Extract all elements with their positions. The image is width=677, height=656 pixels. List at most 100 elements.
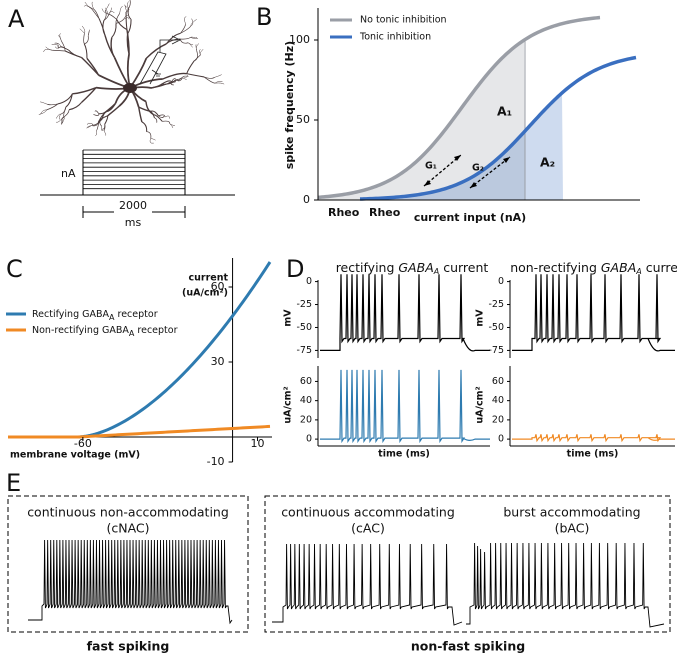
y-axis-label: uA/cm²: [475, 386, 486, 423]
y-tick-label: 60: [211, 280, 225, 293]
y-tick-label: -50: [296, 322, 312, 333]
dendrite: [68, 101, 83, 111]
dendrite: [83, 33, 85, 45]
dendrite: [101, 124, 106, 130]
arrowhead: [454, 155, 461, 161]
line: [423, 154, 462, 187]
dendrite: [39, 101, 48, 105]
y-axis-label: (uA/cm²): [182, 288, 228, 299]
dendrite: [82, 25, 86, 34]
dendrite: [81, 56, 100, 76]
dendrite: [87, 30, 90, 36]
dendrite: [55, 46, 61, 49]
dendrite: [46, 103, 59, 111]
text-part: Rectifying: [32, 309, 82, 320]
y-tick-label: -25: [296, 299, 312, 310]
annotation: A₁: [497, 104, 512, 119]
group-box: [7, 495, 249, 633]
dendrite: [150, 110, 159, 117]
dendrite: [43, 48, 53, 53]
subscript: A: [129, 329, 135, 338]
dendrite: [115, 18, 125, 24]
dendrite: [87, 122, 93, 125]
dendrite: [60, 106, 67, 115]
text-part: receptor: [134, 325, 177, 336]
dendrite: [171, 79, 178, 83]
y-tick-label: 0: [306, 276, 312, 287]
dendrite: [52, 49, 66, 52]
curve-nonrectifying: [8, 424, 271, 439]
panel-letter: B: [256, 3, 272, 31]
dendrite: [187, 42, 193, 48]
y-axis-label: mV: [475, 309, 486, 327]
dendrite: [105, 3, 110, 11]
subscript: A: [635, 267, 641, 276]
y-tick-label: 40: [492, 395, 504, 406]
dendrite: [199, 48, 204, 56]
x-tick-label: 10: [251, 437, 265, 450]
dendrite: [150, 82, 164, 89]
dendrite: [111, 23, 117, 38]
text-part: Non-rectifying: [32, 325, 102, 336]
etype-name: burst accommodating: [503, 505, 640, 520]
dendrite: [116, 19, 128, 31]
dendrite: [110, 37, 116, 59]
dendrite: [72, 87, 97, 95]
etype-abbr: (cAC): [351, 521, 385, 536]
dendrite: [86, 57, 100, 76]
etype-name: continuous accommodating: [281, 505, 455, 520]
text-part: current: [642, 260, 677, 275]
area-a1: [318, 40, 525, 200]
y-axis-label: spike frequency (Hz): [283, 41, 296, 169]
dendrite: [91, 8, 100, 19]
annotation: G₂: [472, 163, 484, 174]
label: Non-rectifying GABAA receptor: [32, 325, 178, 338]
dendrite: [170, 81, 176, 83]
curve-no-tonic: [317, 15, 601, 200]
dendrite: [84, 35, 89, 45]
x-axis-label: current input (nA): [414, 211, 526, 224]
dendrite: [104, 115, 109, 125]
dendrite: [92, 122, 99, 126]
dendrite: [95, 130, 97, 136]
group-box: [264, 495, 671, 633]
dendrite: [51, 43, 59, 49]
dendrite: [180, 25, 192, 34]
line: [469, 156, 511, 189]
dendrite: [96, 122, 100, 131]
x-tick-label: -60: [74, 437, 92, 450]
duration-label: 2000: [119, 199, 147, 212]
dendrite: [93, 113, 100, 116]
dendrite: [93, 9, 100, 19]
x-axis-label: time (ms): [567, 449, 619, 460]
y-tick-label: 30: [211, 355, 225, 368]
etype-abbr: (bAC): [555, 521, 590, 536]
curve-rectifying: [8, 261, 272, 439]
dendrite: [162, 72, 187, 80]
annotation: Rheo: [328, 206, 360, 219]
dendrite: [214, 74, 222, 78]
dendrite: [190, 19, 197, 27]
dendrite: [88, 6, 94, 10]
arrowhead: [503, 157, 510, 163]
dendrite: [199, 49, 201, 56]
label: Rectifying GABAA receptor: [32, 309, 158, 322]
annotation: G₁: [425, 161, 437, 172]
dendrite: [107, 105, 120, 117]
dendrite: [181, 78, 187, 80]
dendrite: [162, 80, 173, 84]
dendrite: [214, 81, 223, 84]
dendrite: [141, 121, 148, 132]
dendrite: [56, 117, 63, 123]
dendrite: [150, 138, 156, 141]
dendrite: [126, 53, 131, 89]
dendrite: [179, 38, 189, 44]
trace: [466, 542, 665, 628]
dendrite: [149, 138, 154, 144]
text-part: receptor: [115, 309, 158, 320]
dendrite: [62, 109, 70, 119]
y-tick-label: 100: [289, 33, 310, 46]
dendrite: [169, 82, 174, 86]
dendrite: [127, 11, 132, 20]
